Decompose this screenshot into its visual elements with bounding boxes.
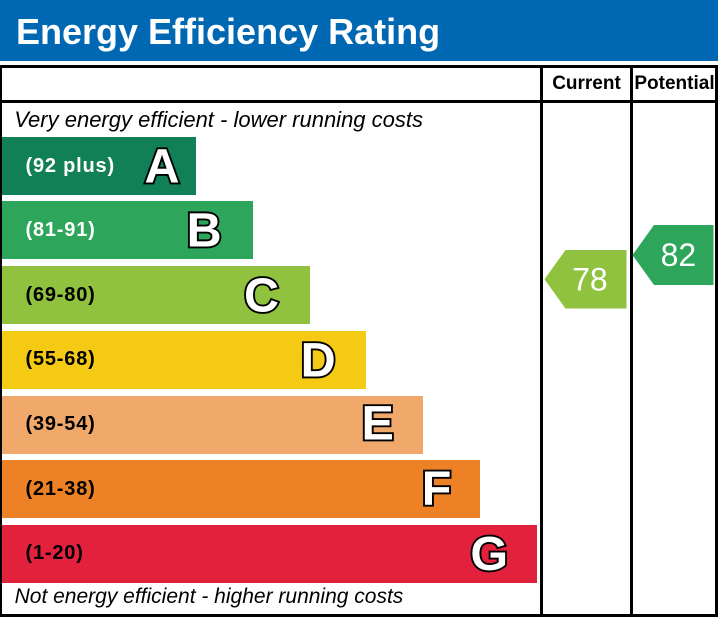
svg-text:G: G (470, 527, 508, 581)
svg-text:D: D (301, 333, 336, 387)
svg-text:A: A (144, 140, 179, 194)
svg-text:F: F (422, 461, 452, 515)
svg-text:E: E (362, 396, 394, 450)
svg-text:78: 78 (572, 261, 608, 297)
svg-text:82: 82 (661, 236, 697, 272)
svg-text:C: C (244, 269, 279, 323)
svg-text:B: B (187, 204, 222, 258)
